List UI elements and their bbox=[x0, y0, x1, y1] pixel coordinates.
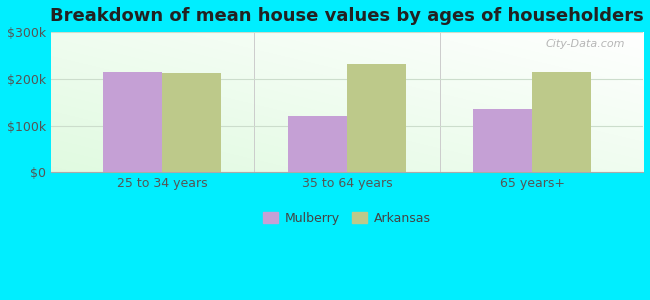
Bar bbox=[162, 73, 221, 172]
Bar bbox=[347, 64, 406, 172]
Bar bbox=[103, 72, 162, 172]
Text: City-Data.com: City-Data.com bbox=[546, 39, 625, 49]
Bar bbox=[473, 109, 532, 172]
Bar bbox=[532, 72, 592, 172]
Bar bbox=[288, 116, 347, 172]
Legend: Mulberry, Arkansas: Mulberry, Arkansas bbox=[263, 212, 430, 225]
Title: Breakdown of mean house values by ages of householders: Breakdown of mean house values by ages o… bbox=[50, 7, 644, 25]
